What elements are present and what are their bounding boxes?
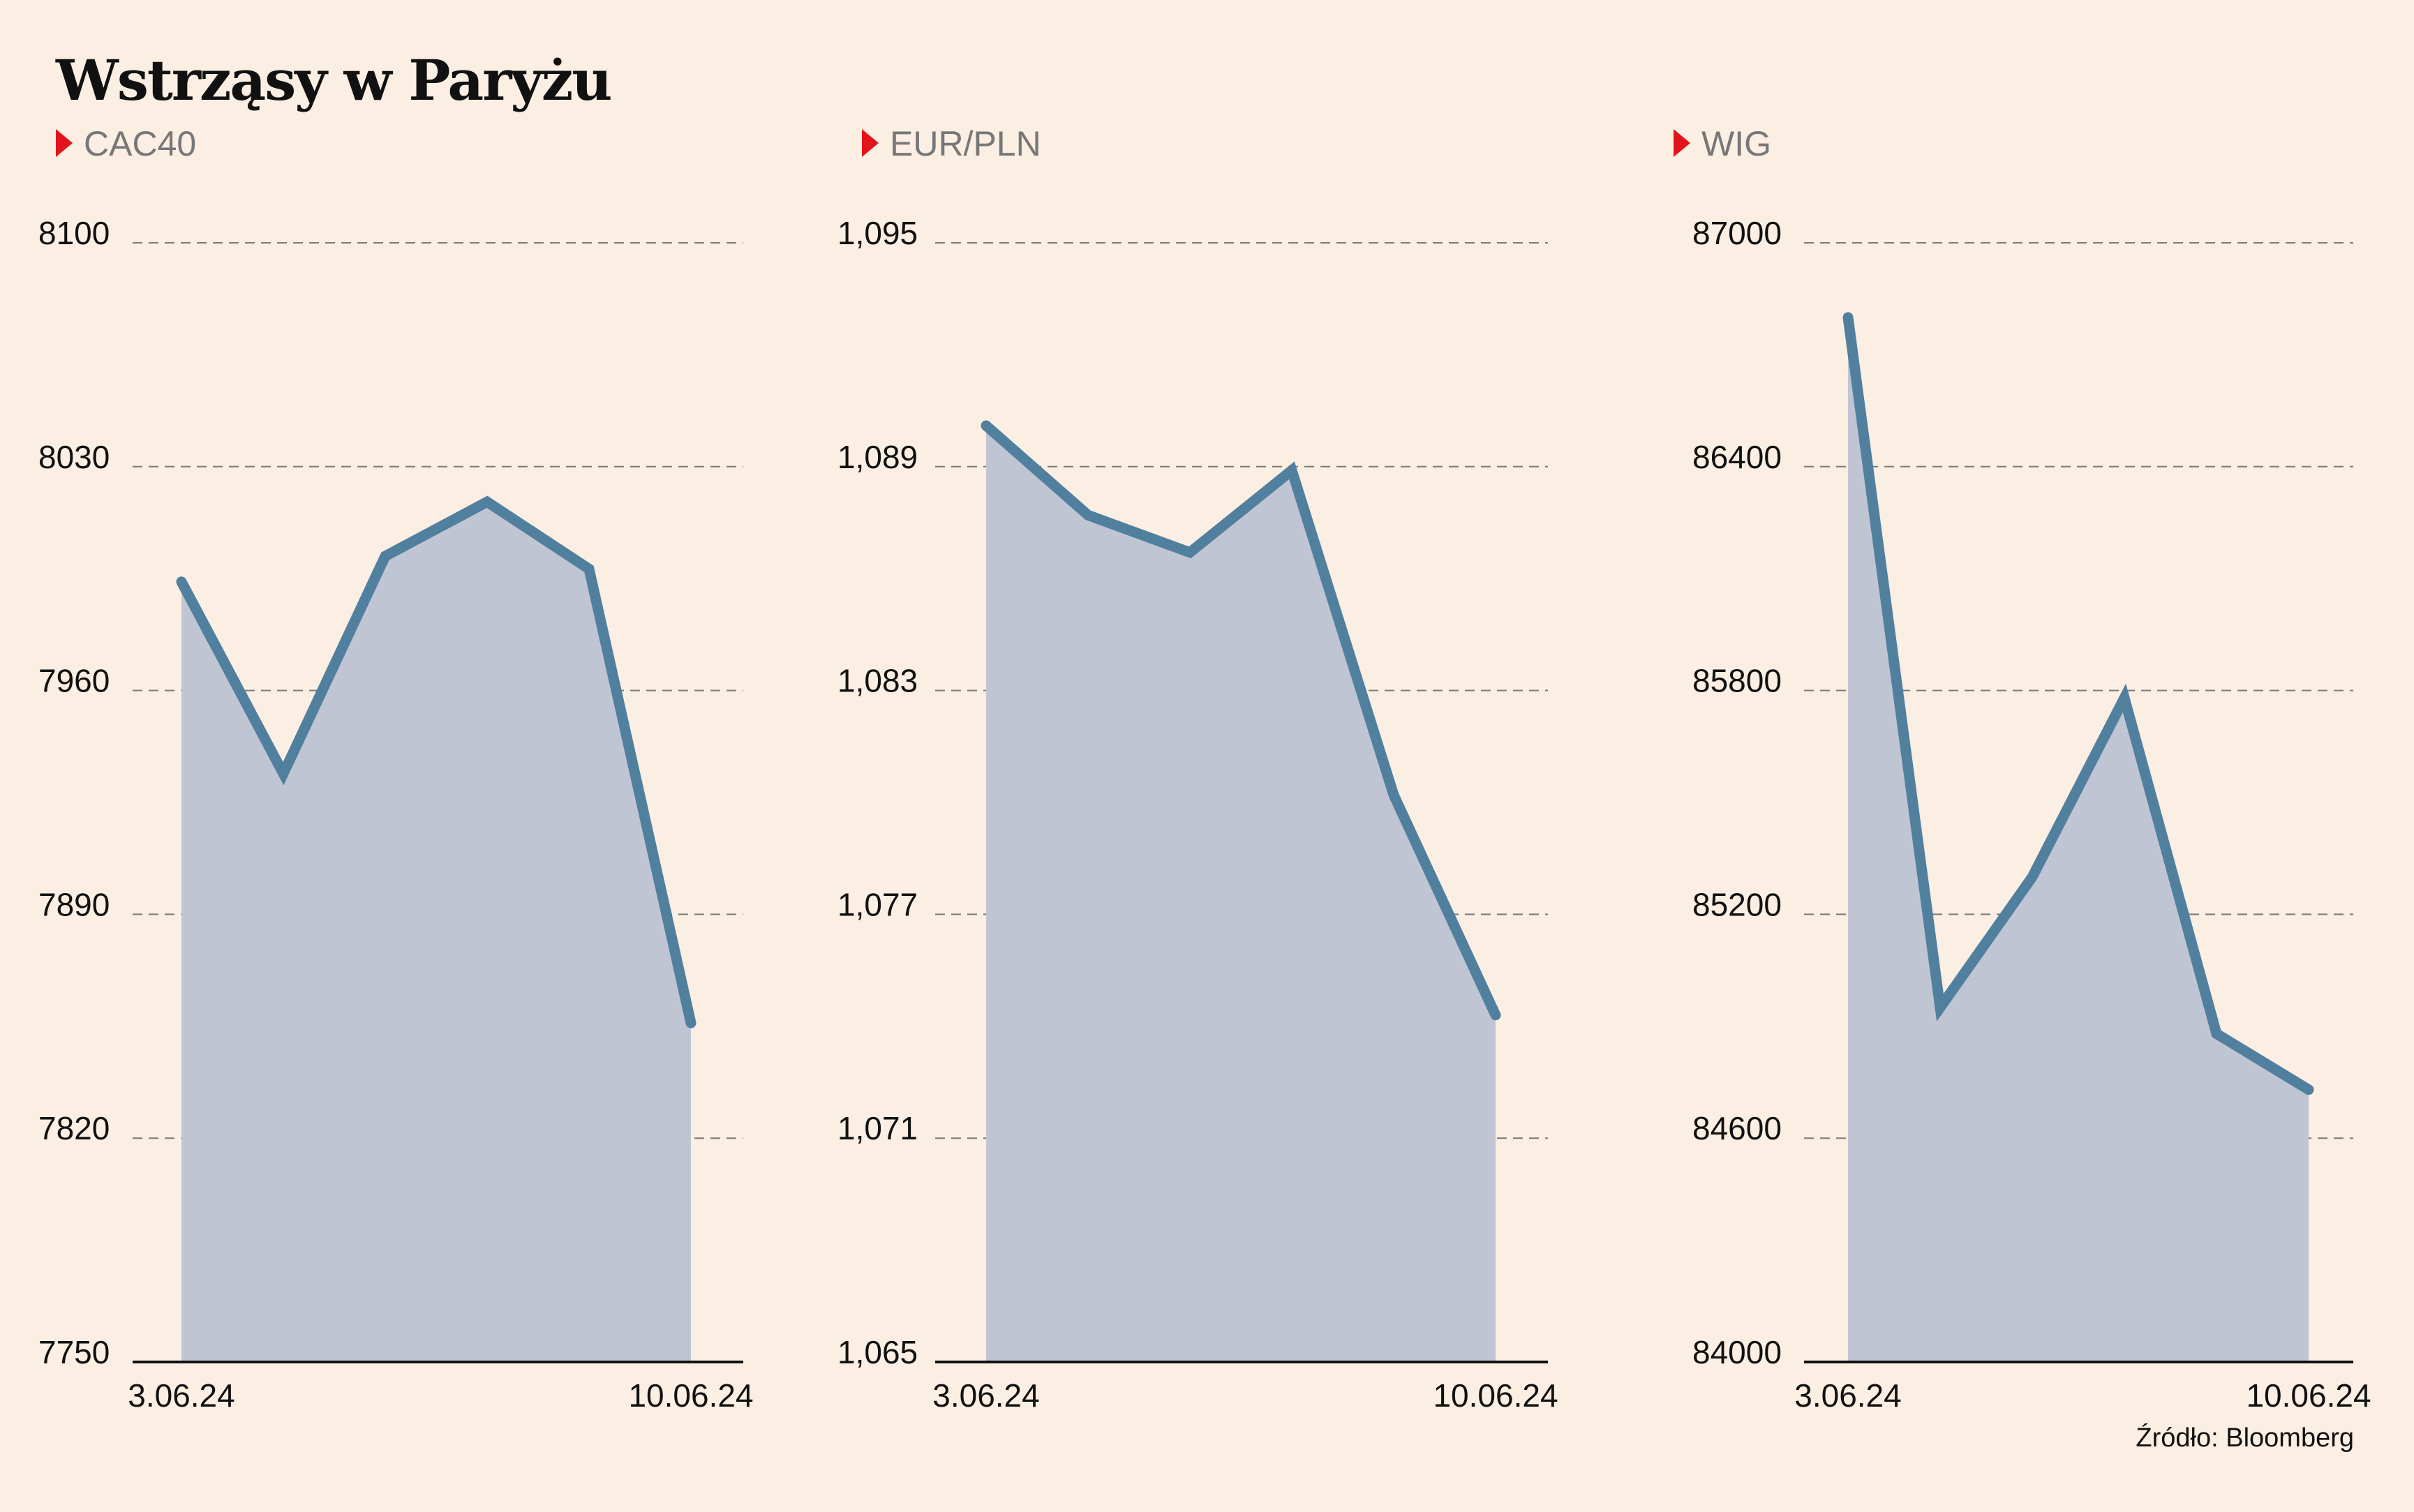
panel-label: CAC40 (84, 124, 196, 163)
panel-label: WIG (1701, 124, 1771, 163)
y-tick-label: 8030 (38, 439, 110, 475)
series-line (1842, 312, 2314, 1095)
triangle-marker-icon (56, 129, 73, 157)
series-area (1848, 317, 2309, 1362)
y-tick-label: 84600 (1692, 1110, 1782, 1146)
y-tick-label: 1,095 (837, 215, 918, 251)
y-tick-label: 7960 (38, 663, 110, 699)
y-tick-label: 7750 (38, 1334, 110, 1370)
panel-label: EUR/PLN (890, 124, 1041, 163)
x-tick-label: 10.06.24 (1433, 1377, 1558, 1414)
x-tick-label: 3.06.24 (932, 1377, 1039, 1414)
y-tick-label: 86400 (1692, 439, 1782, 475)
y-tick-label: 1,083 (837, 663, 918, 699)
y-tick-label: 7820 (38, 1110, 110, 1146)
y-tick-label: 7890 (38, 886, 110, 922)
x-tick-label: 3.06.24 (128, 1377, 234, 1414)
y-tick-label: 87000 (1692, 215, 1782, 251)
source-note: Źródło: Bloomberg (2136, 1423, 2354, 1453)
x-tick-label: 10.06.24 (628, 1377, 753, 1414)
chart-panel-2: EUR/PLN 1,095 1,089 1,083 1,077 1,071 1,065 3.0… (837, 124, 1558, 1414)
y-tick-label: 85200 (1692, 886, 1782, 922)
y-tick-label: 84000 (1692, 1334, 1782, 1370)
series-area (181, 502, 691, 1362)
chart-panel-1: CAC40 8100 8030 7960 7890 7820 7750 3.06.24 10.0… (38, 124, 754, 1414)
triangle-marker-icon (1674, 129, 1690, 157)
y-tick-label: 1,065 (837, 1334, 918, 1370)
x-tick-label: 3.06.24 (1794, 1377, 1901, 1414)
x-tick-label: 10.06.24 (2246, 1377, 2371, 1414)
triangle-marker-icon (862, 129, 879, 157)
chart-panel-3: WIG 87000 86400 85800 85200 84600 84000 3.06.24… (1674, 124, 2371, 1414)
page-title: Wstrząsy w Paryżu (56, 47, 612, 113)
series-line (176, 495, 696, 1028)
y-tick-label: 1,077 (837, 886, 918, 922)
y-tick-label: 8100 (38, 215, 110, 251)
y-tick-label: 85800 (1692, 663, 1782, 699)
series-line (981, 420, 1501, 1021)
series-area (986, 425, 1496, 1362)
y-tick-label: 1,071 (837, 1110, 918, 1146)
y-tick-label: 1,089 (837, 439, 918, 475)
